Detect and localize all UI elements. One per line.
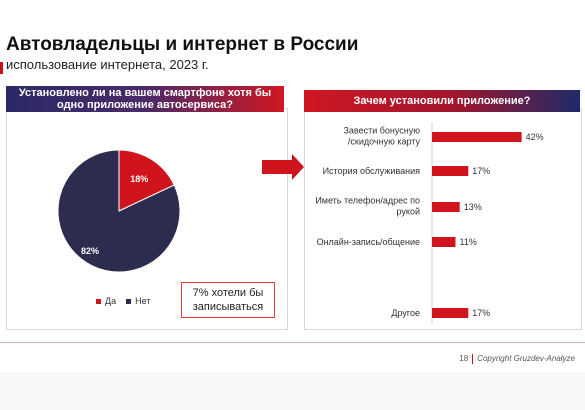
legend-label-yes: Да <box>105 296 117 306</box>
bar-2 <box>432 202 460 212</box>
bar-value-label-2: 13% <box>464 202 482 212</box>
bar-3 <box>432 237 456 247</box>
bottom-band <box>0 372 585 410</box>
arrow-icon <box>262 154 304 180</box>
bar-value-label-1: 17% <box>472 166 490 176</box>
pie-legend: Да Нет <box>96 296 150 306</box>
title-accent <box>0 62 3 74</box>
pie-slice-label-0: 18% <box>130 174 148 184</box>
left-question-banner: Установлено ли на вашем смартфоне хотя б… <box>6 86 284 112</box>
bar-value-label-3: 11% <box>460 237 477 247</box>
bar-1 <box>432 166 469 176</box>
bar-category-label-3-0: Онлайн-запись/общение <box>317 237 420 247</box>
footer-separator <box>472 354 474 364</box>
legend-entry-no: Нет <box>126 296 150 306</box>
bar-0 <box>432 132 522 142</box>
bar-value-label-4: 17% <box>472 308 490 318</box>
bar-category-label-2-1: рукой <box>397 207 420 217</box>
note-line2: записываться <box>192 301 264 313</box>
bar-4 <box>432 308 469 318</box>
left-question-line1: Установлено ли на вашем смартфоне хотя б… <box>18 87 272 99</box>
pie-slice-0 <box>118 149 175 212</box>
left-question-line2: одно приложение автосервиса? <box>57 99 233 111</box>
legend-entry-yes: Да <box>96 296 116 306</box>
page-subtitle: использование интернета, 2023 г. <box>6 57 209 72</box>
copyright: Copyright Gruzdev-Analyze <box>477 354 575 364</box>
bar-category-label-2-0: Иметь телефон/адрес по <box>315 196 420 206</box>
page-title: Автовладельцы и интернет в России <box>6 34 359 55</box>
bar-category-label-0-1: /скидочную карту <box>348 137 421 147</box>
bar-category-label-0-0: Завести бонусную <box>343 126 420 136</box>
bar-category-label-1-0: История обслуживания <box>323 166 421 176</box>
pie-slice-1 <box>57 149 181 273</box>
page-number: 18 <box>459 354 469 364</box>
right-question-banner: Зачем установили приложение? <box>304 90 580 112</box>
note-line1: 7% хотели бы <box>192 287 264 299</box>
bar-category-label-4-0: Другое <box>391 308 420 318</box>
footer-divider <box>0 342 585 343</box>
note-box: 7% хотели бы записываться <box>181 282 275 318</box>
legend-label-no: Нет <box>135 296 151 306</box>
pie-chart: 18% 82% <box>57 149 181 273</box>
pie-slice-label-1: 82% <box>81 246 99 256</box>
bar-value-label-0: 42% <box>526 132 544 142</box>
footer: 18 Copyright Gruzdev-Analyze <box>459 354 575 364</box>
bar-chart: 42% Завести бонусную/скидочную карту 17% Ис… <box>315 122 544 324</box>
